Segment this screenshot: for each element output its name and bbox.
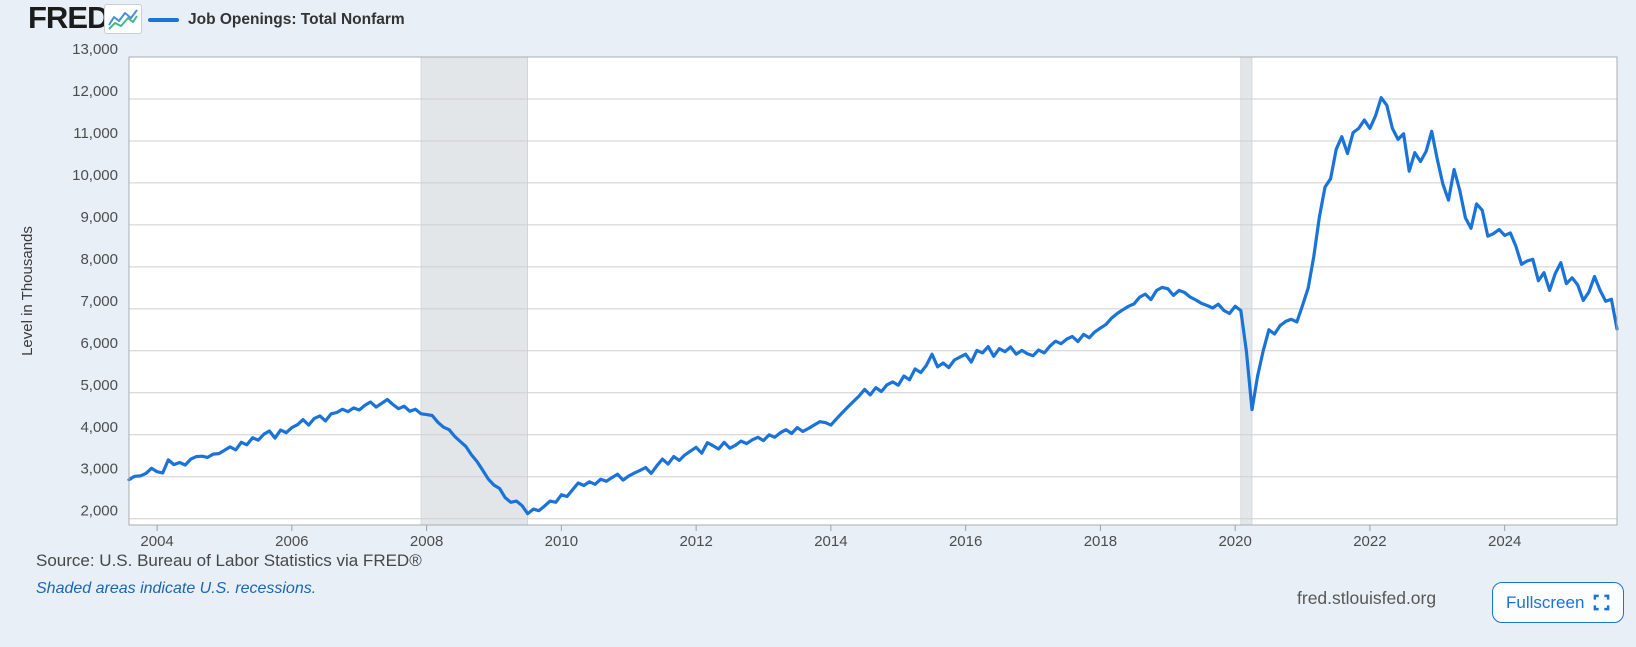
x-tick-label: 2008 [410, 533, 443, 550]
recession-band [1240, 56, 1253, 526]
x-tick-label: 2018 [1084, 533, 1117, 550]
plot-border [128, 56, 1618, 526]
data-line[interactable] [127, 96, 1619, 516]
y-tick-label: 12,000 [72, 83, 118, 100]
x-tick-label: 2016 [949, 533, 982, 550]
y-tick-label: 4,000 [80, 419, 118, 436]
site-link[interactable]: fred.stlouisfed.org [1297, 588, 1437, 608]
y-tick-label: 13,000 [72, 41, 118, 58]
source-text: Source: U.S. Bureau of Labor Statistics … [36, 551, 422, 570]
y-tick-label: 10,000 [72, 167, 118, 184]
x-tick-label: 2012 [679, 533, 712, 550]
y-tick-label: 8,000 [80, 251, 118, 268]
x-tick-label: 2024 [1488, 533, 1521, 550]
fullscreen-button-label: Fullscreen [1506, 592, 1585, 612]
plot-area [129, 57, 1617, 525]
y-tick-label: 5,000 [80, 377, 118, 394]
x-tick-label: 2014 [814, 533, 847, 550]
y-tick-label: 3,000 [80, 461, 118, 478]
fullscreen-button[interactable]: Fullscreen [1492, 582, 1625, 623]
y-tick-label: 2,000 [80, 503, 118, 520]
x-tick-label: 2020 [1218, 533, 1251, 550]
sparkline-icon [104, 4, 142, 34]
recession-note: Shaded areas indicate U.S. recessions. [36, 580, 317, 597]
chart-canvas[interactable]: 2,000 3,000 4,000 5,000 6,000 7,000 8,000 9,000… [0, 0, 1636, 560]
x-tick-label: 2010 [545, 533, 578, 550]
x-tick-label: 2006 [275, 533, 308, 550]
x-tick-label: 2004 [140, 533, 173, 550]
legend-line-swatch [148, 18, 179, 22]
y-tick-label: 11,000 [73, 125, 118, 142]
fullscreen-icon [1594, 594, 1610, 611]
y-tick-label: 7,000 [80, 293, 118, 310]
fred-logo-text: FRED [28, 0, 109, 35]
legend-item[interactable]: Job Openings: Total Nonfarm [148, 10, 405, 30]
legend-label: Job Openings: Total Nonfarm [188, 11, 405, 28]
recession-band [420, 56, 528, 526]
x-tick-label: 2022 [1353, 533, 1386, 550]
y-tick-label: 9,000 [80, 209, 118, 226]
y-tick-label: 6,000 [80, 335, 118, 352]
